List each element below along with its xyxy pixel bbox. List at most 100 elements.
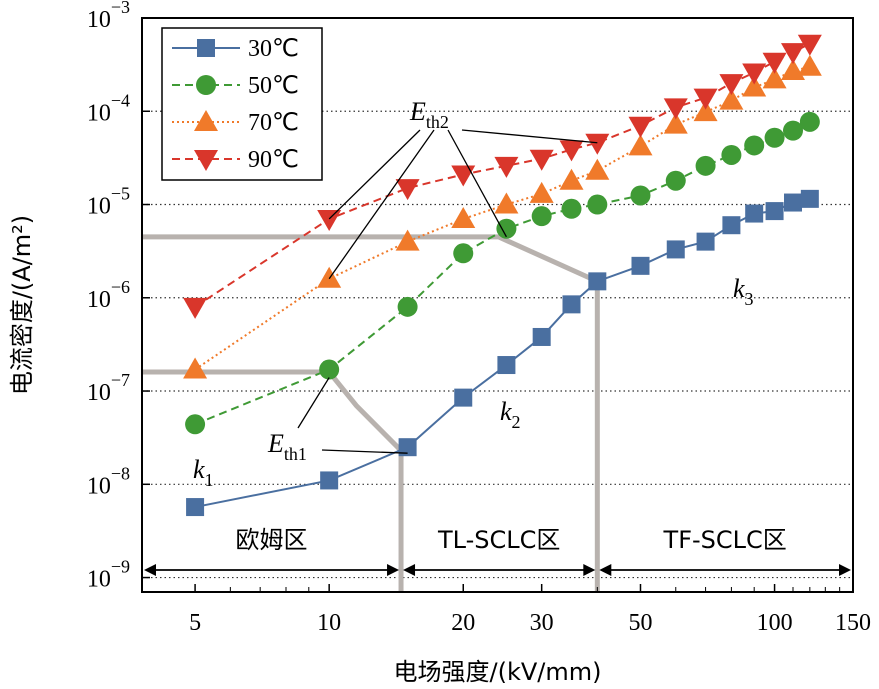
y-tick-label: 10−4 [87,90,130,126]
legend-label: 30℃ [248,36,299,62]
data-point [395,179,420,201]
region-labels: 欧姆区 TL-SCLC区 TF-SCLC区 [144,526,851,576]
annotations: Eth2 Eth1 k1 k2 k3 [193,97,754,490]
series-70℃ [183,54,822,379]
k3-label: k3 [733,274,754,309]
legend-box [161,27,323,181]
legend-label: 70℃ [248,110,299,136]
arrow-head [583,564,596,576]
data-point [494,156,519,178]
legend-marker [194,150,218,171]
eth2-leader [328,129,421,220]
data-point [319,359,340,380]
data-point [765,202,784,221]
region-label: 欧姆区 [236,526,308,554]
data-point [797,54,822,76]
x-tick-label: 100 [757,610,793,636]
data-point [317,266,342,288]
data-point [585,158,610,180]
series-layer [183,34,822,517]
data-point [781,43,806,65]
data-point [663,98,688,120]
eth2-leader [461,129,598,144]
data-point [764,127,785,148]
eth2-label: Eth2 [409,97,449,132]
data-point [784,193,803,212]
legend: 30℃ 50℃ 70℃ 90℃ [161,27,323,181]
axis-ticks: 5 10 20 30 50 100 150 10−9 10−8 10−7 10−6 10−5 10−4 1… [87,0,871,636]
data-point [742,63,767,85]
legend-label: 90℃ [248,147,299,173]
data-point [587,194,608,215]
arrow-head [144,564,156,576]
k1-label: k1 [193,455,214,490]
data-point [451,206,476,228]
data-point [693,100,718,122]
data-point [585,133,610,155]
legend-marker [194,110,218,131]
data-point [561,198,582,219]
x-tick-label: 5 [189,610,201,636]
series-50℃ [185,111,820,435]
series-line [194,120,811,426]
data-point [800,189,819,208]
data-point [631,256,650,275]
region-label: TF-SCLC区 [663,526,787,554]
data-point [186,498,205,517]
data-point [529,149,554,171]
data-point [665,170,686,191]
x-axis-label: 电场强度/(kV/mm) [394,658,602,686]
eth1-leader [297,377,330,429]
arrow-head [839,564,851,576]
data-point [628,116,653,138]
x-tick-label: 150 [835,610,871,636]
data-point [628,134,653,156]
data-point [397,296,418,317]
arrow-head [403,564,416,576]
data-point [494,192,519,214]
series-line [194,65,811,371]
series-line [194,197,811,509]
eth1-label: Eth1 [267,429,307,464]
eth1-leader [321,449,408,454]
x-tick-label: 50 [628,610,652,636]
x-tick-label: 30 [530,610,554,636]
data-point [185,414,206,435]
data-point [742,75,767,97]
series-30℃ [186,189,819,517]
arrow-head [387,564,400,576]
data-point [562,295,581,314]
grid-lines [142,110,853,579]
data-point [496,218,517,239]
data-point [783,120,804,141]
y-tick-label: 10−7 [87,370,130,406]
series-line [194,42,811,308]
series-90℃ [183,34,822,319]
data-point [719,88,744,110]
data-point [454,388,473,407]
data-point [532,327,551,346]
data-point [559,140,584,162]
data-point [183,297,208,319]
legend-marker [197,39,215,57]
data-point [398,438,417,457]
k2-label: k2 [500,397,521,432]
data-point [559,168,584,190]
plot-frame [141,17,854,593]
threshold-guides [142,234,600,592]
data-point [722,216,741,235]
data-point [317,209,342,231]
y-tick-label: 10−5 [87,184,130,220]
data-point [762,52,787,74]
y-tick-label: 10−3 [87,0,130,33]
eth1-guide [142,369,404,592]
data-point [797,34,822,56]
y-tick-label: 10−6 [87,277,130,313]
data-point [719,74,744,96]
data-point [529,181,554,203]
data-point [395,229,420,251]
data-point [630,185,651,206]
x-tick-label: 20 [451,610,475,636]
data-point [762,67,787,89]
